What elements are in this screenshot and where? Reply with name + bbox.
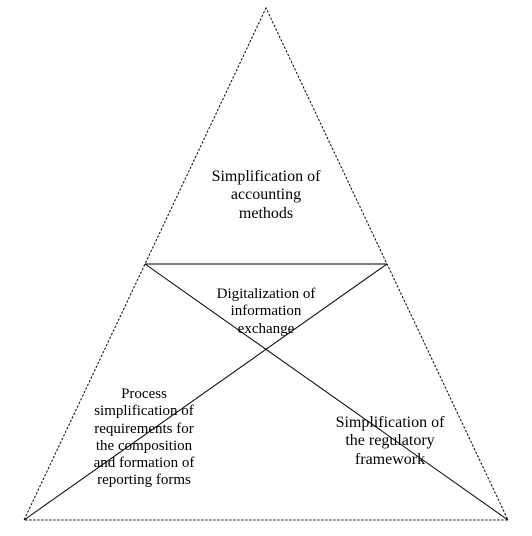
- label-center: Digitalization of information exchange: [196, 286, 336, 338]
- triangle-diagram: Simplification of accounting methods Dig…: [0, 0, 532, 536]
- label-bottom-right: Simplification of the regulatory framewo…: [310, 414, 470, 469]
- label-top: Simplification of accounting methods: [186, 168, 346, 223]
- label-bottom-left: Process simplification of requirements f…: [64, 386, 224, 490]
